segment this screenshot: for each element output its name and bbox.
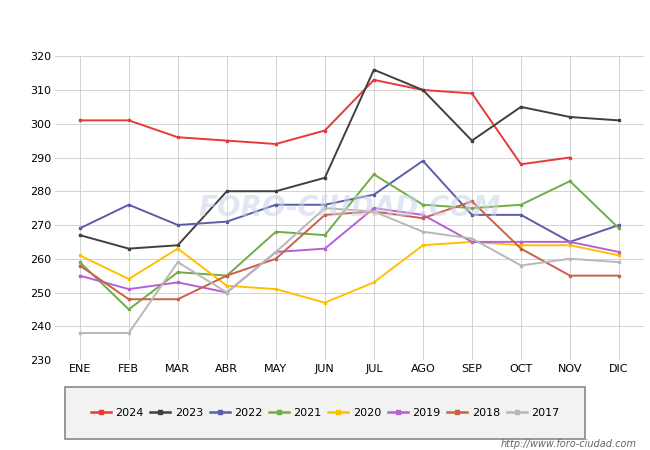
Text: Afiliados en Siete Aguas a 30/11/2024: Afiliados en Siete Aguas a 30/11/2024	[159, 17, 491, 35]
Legend: 2024, 2023, 2022, 2021, 2020, 2019, 2018, 2017: 2024, 2023, 2022, 2021, 2020, 2019, 2018…	[91, 408, 559, 418]
Text: http://www.foro-ciudad.com: http://www.foro-ciudad.com	[501, 439, 637, 449]
Text: FORO-CIUDAD.COM: FORO-CIUDAD.COM	[198, 194, 500, 222]
